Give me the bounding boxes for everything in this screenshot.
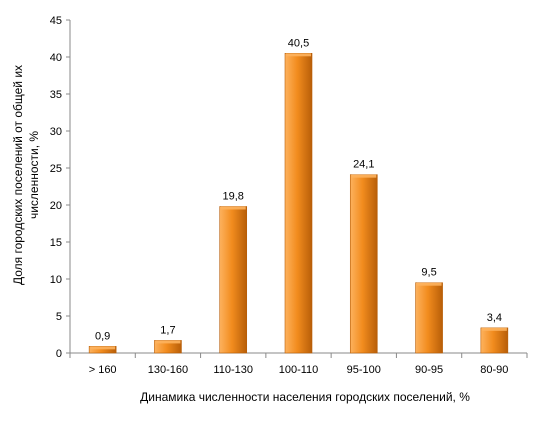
bar — [284, 52, 313, 354]
x-tick-label: 95-100 — [347, 364, 381, 376]
bar-top-highlight — [155, 340, 181, 344]
bar-top-highlight — [481, 327, 507, 331]
bar — [219, 206, 248, 354]
bar — [349, 174, 378, 354]
y-tick-label: 25 — [50, 163, 62, 175]
y-axis-title-line-1: Доля городских поселений от общей их — [11, 65, 25, 285]
bar-top-highlight — [286, 53, 311, 57]
bar-value-label: 19,8 — [223, 190, 244, 202]
bar-value-label: 3,4 — [487, 312, 502, 324]
x-tick-label: 100-110 — [279, 364, 319, 376]
y-tick-label: 30 — [50, 126, 62, 138]
y-tick-label: 5 — [56, 311, 62, 323]
bar-value-label: 40,5 — [288, 37, 309, 49]
x-tick-label: 90-95 — [415, 364, 443, 376]
y-tick-label: 20 — [50, 200, 62, 212]
bar-value-label: 1,7 — [160, 324, 175, 336]
x-tick-label: > 160 — [89, 364, 117, 376]
bar — [480, 327, 509, 354]
bar-top-highlight — [416, 282, 442, 286]
x-axis-title: Динамика численности населения городских… — [140, 390, 470, 404]
bar-top-highlight — [351, 174, 377, 178]
y-tick-label: 0 — [56, 348, 62, 360]
x-tick-label: 80-90 — [480, 364, 508, 376]
y-tick-label: 15 — [50, 237, 62, 249]
y-axis-title: Доля городских поселений от общей их чис… — [11, 65, 41, 285]
y-tick-label: 10 — [50, 274, 62, 286]
bar — [415, 282, 443, 354]
y-tick-label: 40 — [50, 52, 62, 64]
bar-top-highlight — [220, 206, 246, 210]
bar-top-highlight — [90, 346, 116, 350]
bar-value-label: 24,1 — [353, 159, 374, 171]
bar-value-label: 9,5 — [421, 267, 436, 279]
x-tick-label: 130-160 — [148, 364, 188, 376]
bar-value-label: 0,9 — [95, 330, 110, 342]
x-tick-label: 110-130 — [213, 364, 253, 376]
y-axis-title-line-2: численности, % — [27, 131, 41, 219]
y-tick-label: 45 — [50, 15, 62, 27]
y-tick-label: 35 — [50, 89, 62, 101]
